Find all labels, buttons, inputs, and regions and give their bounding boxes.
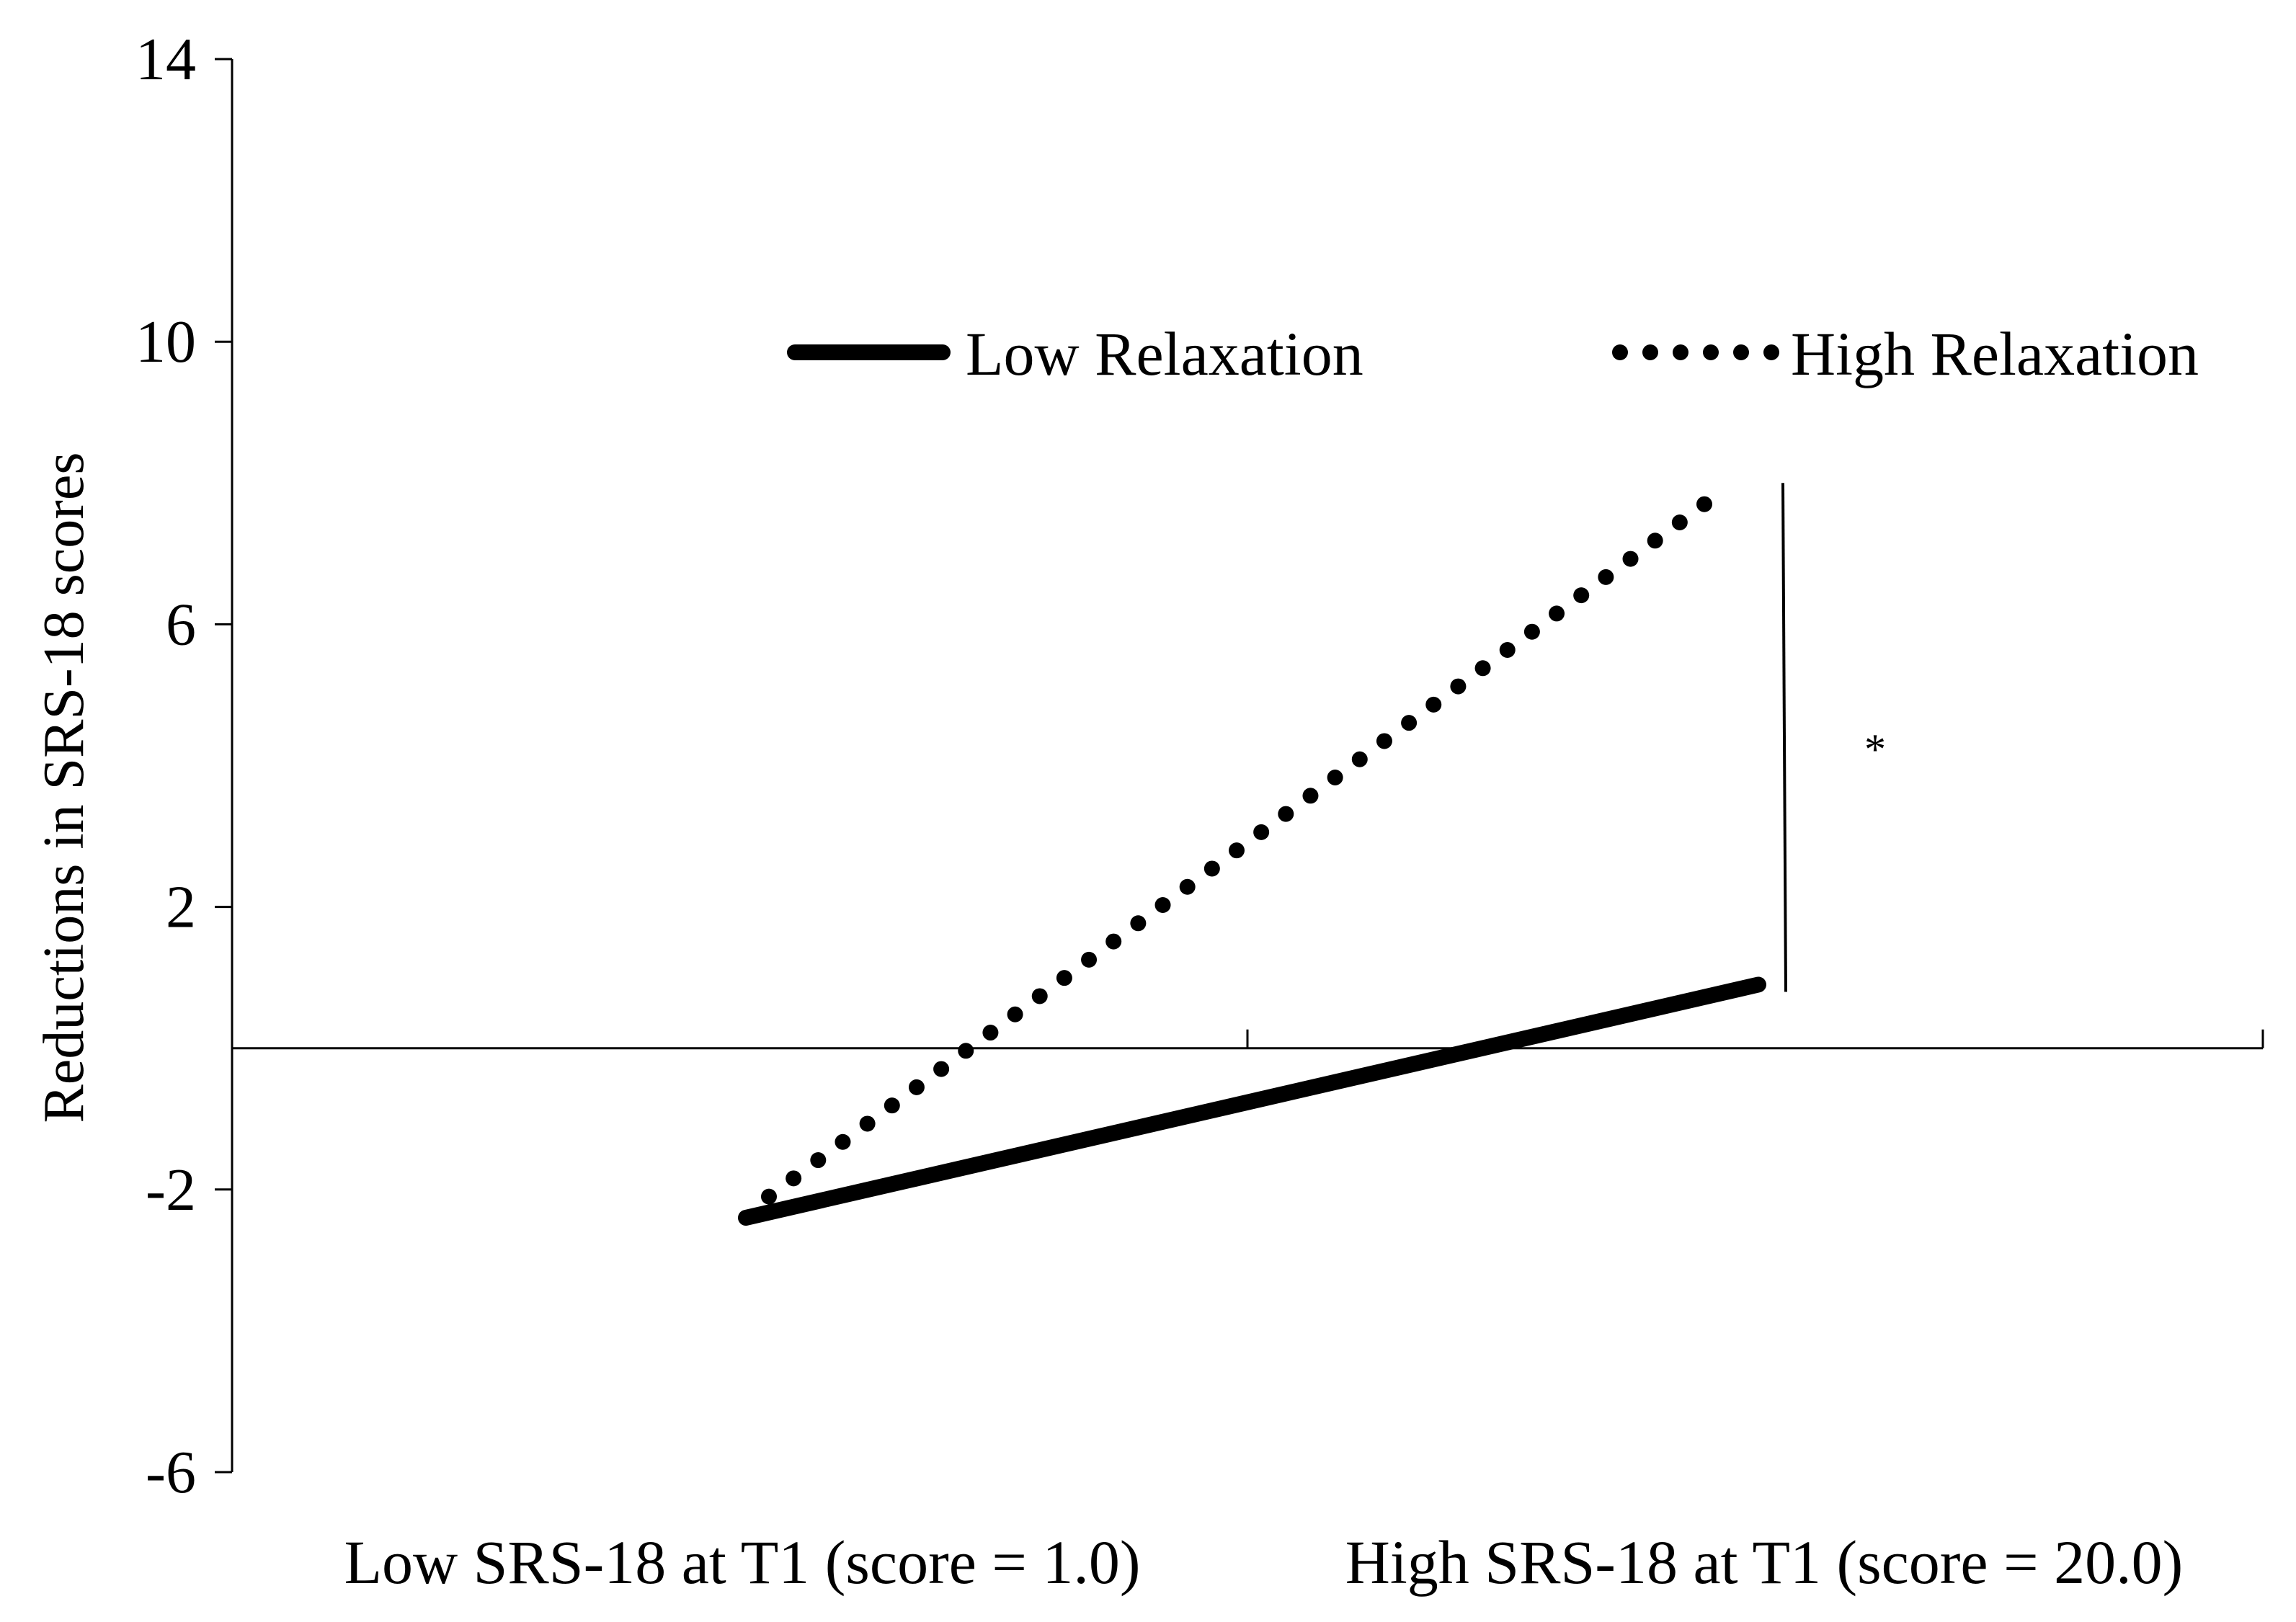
legend-dot: [1673, 344, 1688, 360]
category-label-high: High SRS-18 at T1 (score = 20.0): [1345, 1528, 2183, 1597]
high-relaxation-dot: [884, 1097, 900, 1114]
high-relaxation-dot: [1154, 897, 1171, 914]
high-relaxation-dot: [1425, 696, 1442, 713]
high-relaxation-dot: [1573, 587, 1590, 604]
y-tick-label-4: -2: [146, 1157, 196, 1224]
high-relaxation-dot: [1401, 715, 1418, 731]
high-relaxation-dot: [761, 1188, 777, 1205]
high-relaxation-dot: [1647, 533, 1663, 549]
high-relaxation-dot: [1523, 623, 1540, 640]
axes: [231, 59, 2264, 1472]
high-relaxation-dot: [859, 1115, 876, 1132]
high-relaxation-dot: [1229, 842, 1245, 859]
legend-dot: [1612, 344, 1628, 360]
series-layer: [738, 496, 1766, 1226]
legend-label-high-relaxation: High Relaxation: [1791, 319, 2199, 388]
y-tick-label-2: 6: [166, 591, 196, 658]
y-tick-label-3: 2: [166, 874, 196, 941]
category-label-low: Low SRS-18 at T1 (score = 1.0): [344, 1528, 1140, 1597]
high-relaxation-dot: [835, 1133, 851, 1150]
y-ticks: 14 10 6 2 -2 -6: [135, 26, 232, 1506]
high-relaxation-dot: [1671, 514, 1688, 531]
high-relaxation-dot: [1696, 496, 1712, 512]
high-relaxation-dot: [908, 1079, 925, 1095]
high-relaxation-dot: [1007, 1006, 1023, 1022]
series-line-low-relaxation: [738, 976, 1766, 1226]
legend-dot: [1733, 344, 1749, 360]
high-relaxation-dot: [786, 1170, 802, 1187]
high-relaxation-dot: [1549, 605, 1565, 622]
high-relaxation-dot: [1253, 824, 1270, 840]
high-relaxation-dot: [1598, 569, 1614, 585]
y-axis-title: Reductions in SRS-18 scores: [32, 452, 96, 1123]
high-relaxation-dot: [1499, 642, 1516, 659]
y-tick-label-5: -6: [146, 1439, 196, 1506]
high-relaxation-dot: [810, 1152, 827, 1169]
high-relaxation-dot: [1105, 933, 1122, 950]
legend-dot: [1703, 344, 1719, 360]
high-relaxation-dot: [1450, 678, 1467, 695]
significance-bracket: [1781, 483, 1787, 992]
high-relaxation-dot: [1351, 751, 1368, 767]
high-relaxation-dot: [1130, 915, 1147, 932]
high-relaxation-dot: [1179, 878, 1196, 895]
high-relaxation-dot: [1081, 951, 1098, 968]
high-relaxation-dot: [1474, 660, 1491, 677]
y-tick-label-1: 10: [135, 308, 196, 375]
legend-swatch-high-relaxation: [1612, 344, 1779, 360]
legend-dot: [1763, 344, 1779, 360]
high-relaxation-dot: [1327, 770, 1343, 786]
high-relaxation-dot: [1031, 988, 1048, 1004]
y-tick-label-0: 14: [135, 26, 196, 93]
high-relaxation-dot: [1376, 733, 1392, 749]
significance-asterisk: *: [1864, 726, 1886, 773]
high-relaxation-dot: [933, 1061, 950, 1077]
high-relaxation-dot: [1302, 788, 1319, 804]
high-relaxation-dot: [1622, 551, 1639, 567]
legend-dot: [1642, 344, 1658, 360]
high-relaxation-dot: [1203, 860, 1220, 877]
legend-label-low-relaxation: Low Relaxation: [966, 319, 1363, 388]
series-line-high-relaxation: [761, 496, 1712, 1205]
high-relaxation-dot: [1056, 970, 1072, 986]
legend: Low Relaxation High Relaxation: [787, 319, 2199, 388]
high-relaxation-dot: [958, 1043, 974, 1059]
high-relaxation-dot: [982, 1025, 999, 1041]
high-relaxation-dot: [1278, 806, 1294, 822]
